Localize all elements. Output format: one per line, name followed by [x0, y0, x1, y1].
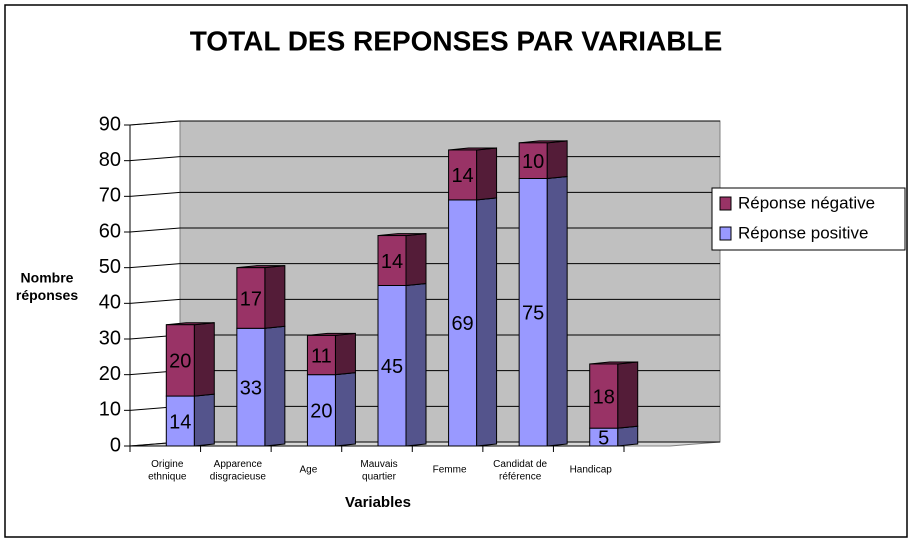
- y-axis-label: Nombre réponses: [16, 269, 78, 303]
- data-label: 5: [598, 427, 609, 449]
- bar-front: [306, 334, 336, 376]
- bar-segment: [377, 233, 427, 287]
- bar-side: [264, 325, 286, 447]
- x-tick-label: Candidat de référence: [493, 458, 547, 482]
- data-label: 33: [240, 377, 262, 399]
- bar-front: [165, 395, 195, 447]
- bar-segment: [236, 325, 286, 447]
- data-label: 14: [169, 411, 191, 433]
- y-tick-label: 40: [99, 292, 121, 314]
- data-label: 20: [169, 351, 191, 373]
- bar-front: [589, 363, 619, 429]
- bar-front: [377, 235, 407, 286]
- data-label: 45: [381, 356, 403, 378]
- bar-side: [334, 332, 356, 376]
- legend-label: Réponse positive: [738, 223, 868, 242]
- bar-side: [405, 282, 427, 447]
- bar-side: [476, 147, 498, 201]
- bar-front: [306, 374, 336, 447]
- legend-swatch: [719, 196, 732, 211]
- bar-segment: [306, 332, 356, 376]
- bar-side: [193, 393, 215, 447]
- bar-front: [518, 142, 548, 179]
- data-label: 17: [240, 288, 262, 310]
- y-tick-label: 80: [99, 149, 121, 171]
- bar-side: [405, 233, 427, 287]
- y-tick-label: 10: [99, 399, 121, 421]
- legend-box: [711, 187, 906, 251]
- bar-segment: [448, 197, 498, 447]
- x-tick-label: Age: [300, 465, 318, 476]
- bar-segment: [306, 372, 356, 447]
- grid-line: [129, 120, 720, 126]
- data-label: 18: [593, 386, 615, 408]
- bar-side: [617, 361, 639, 429]
- bar-front: [236, 327, 266, 447]
- bar-front: [448, 149, 478, 201]
- data-label: 10: [522, 151, 544, 173]
- y-tick-label: 20: [99, 363, 121, 385]
- chart-title: TOTAL DES REPONSES PAR VARIABLE: [190, 25, 723, 56]
- bar-side: [264, 265, 286, 329]
- x-tick-label: Origine ethnique: [148, 458, 187, 482]
- bar-segment: [589, 425, 639, 447]
- bar-front: [236, 267, 266, 329]
- bar-front: [377, 285, 407, 447]
- bar-segment: [165, 322, 215, 397]
- bar-segment: [377, 282, 427, 447]
- bar-side: [617, 425, 639, 447]
- data-label: 14: [451, 165, 473, 187]
- bar-segment: [448, 147, 498, 201]
- bar-side: [476, 197, 498, 447]
- y-tick-label: 0: [110, 434, 121, 456]
- bar-segment: [236, 265, 286, 329]
- data-label: 20: [310, 401, 332, 423]
- legend-label: Réponse négative: [738, 193, 875, 212]
- y-tick-label: 60: [99, 220, 121, 242]
- y-tick-label: 90: [99, 113, 121, 135]
- data-label: 14: [381, 251, 403, 273]
- x-axis-label: Variables: [345, 494, 411, 511]
- bar-side: [546, 140, 568, 180]
- bar-side: [334, 372, 356, 447]
- x-tick-label: Mauvais quartier: [360, 458, 397, 482]
- bar-segment: [589, 361, 639, 429]
- y-tick-label: 50: [99, 256, 121, 278]
- bar-front: [165, 324, 195, 397]
- y-tick-label: 70: [99, 185, 121, 207]
- bar-front: [448, 199, 478, 447]
- data-label: 75: [522, 303, 544, 325]
- x-tick-label: Femme: [433, 465, 467, 476]
- y-tick-label: 30: [99, 327, 121, 349]
- x-tick-label: Handicap: [570, 465, 613, 476]
- bar-side: [546, 175, 568, 447]
- data-label: 69: [451, 313, 473, 335]
- bar-side: [193, 322, 215, 397]
- bar-segment: [518, 140, 568, 180]
- data-label: 11: [311, 345, 332, 367]
- legend-swatch: [719, 226, 732, 241]
- x-tick-label: Apparence disgracieuse: [210, 458, 267, 482]
